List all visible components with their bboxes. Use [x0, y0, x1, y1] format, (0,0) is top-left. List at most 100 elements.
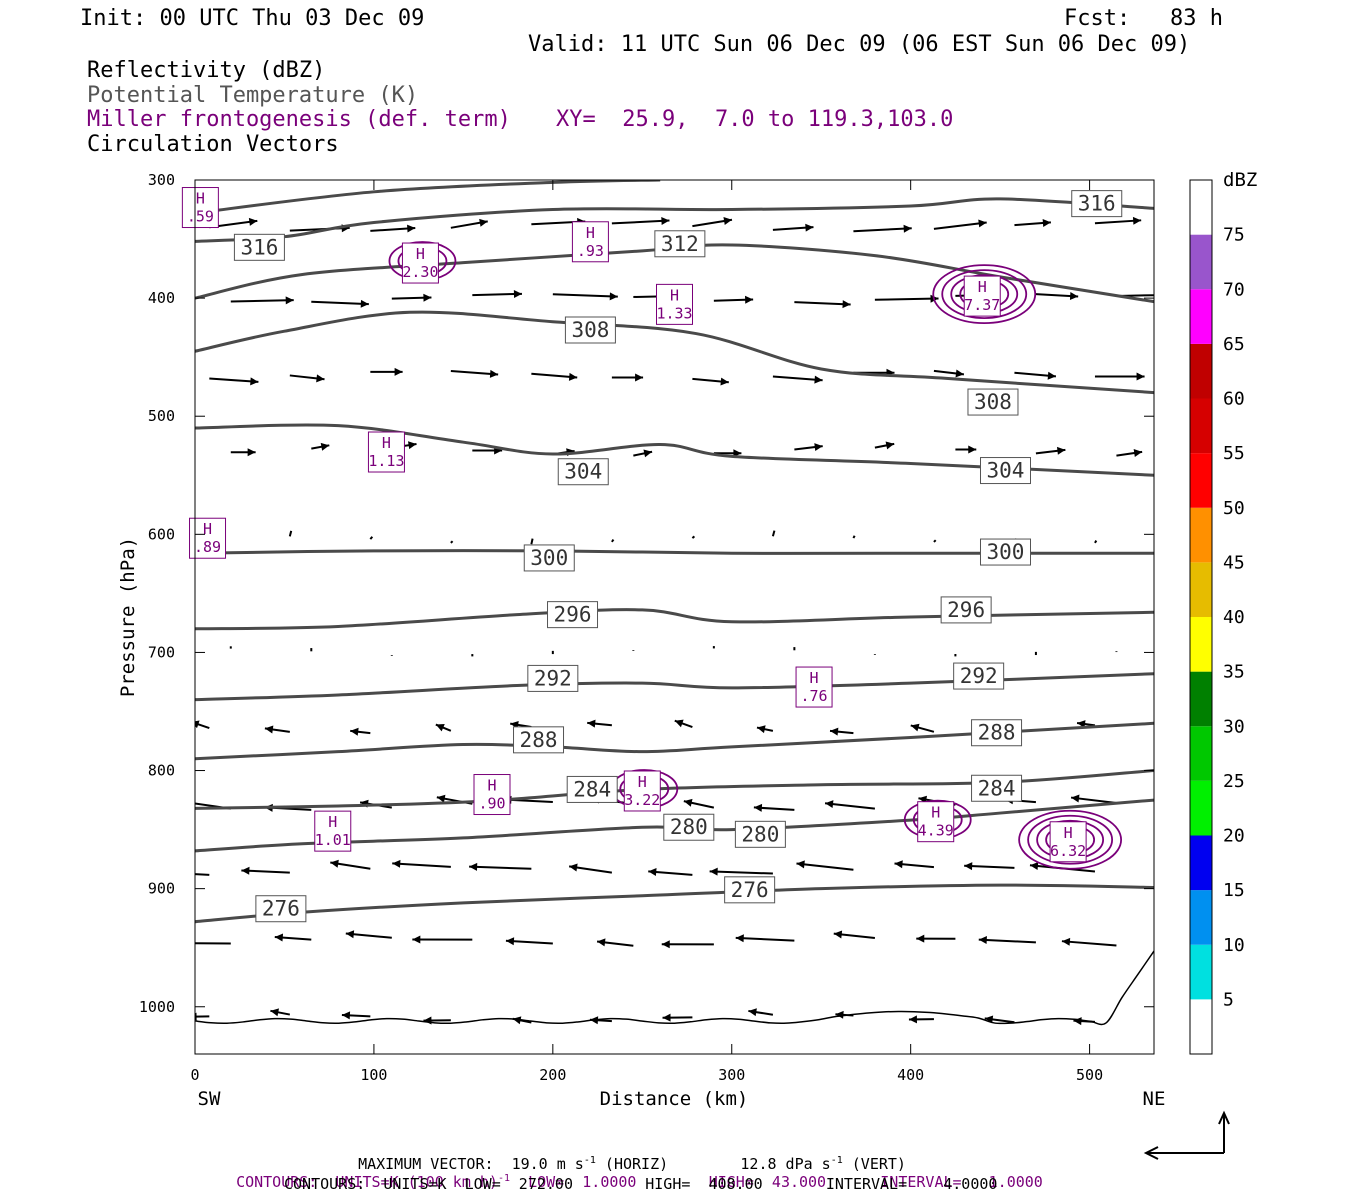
vector-shaft	[874, 297, 939, 301]
vector-key-icon	[1143, 1110, 1230, 1160]
theta-label-box	[971, 774, 1023, 802]
fg-label-value: 1.01	[315, 831, 351, 849]
colorbar-tick-label: 75	[1223, 225, 1245, 246]
circulation-vector	[964, 862, 1015, 871]
reflectivity-title: Reflectivity (dBZ)	[87, 58, 326, 83]
vector-shaft	[469, 865, 532, 870]
circulation-vector	[311, 299, 369, 308]
theta-label: 312	[654, 230, 706, 258]
vector-head	[195, 720, 200, 729]
vector-head	[842, 300, 851, 309]
vector-shaft	[933, 539, 937, 543]
vector-shaft	[1061, 940, 1117, 947]
vector-head	[479, 218, 488, 227]
circulation-vector	[674, 719, 693, 728]
vector-head	[825, 800, 834, 809]
theta-contour-296	[195, 608, 1154, 631]
circulation-vector	[662, 1013, 693, 1022]
frontogenesis-max-label: H4.39	[917, 801, 955, 843]
theta-label-text: 292	[534, 666, 572, 690]
vector-head	[597, 938, 606, 947]
theta-label: 284	[971, 774, 1023, 802]
y-tick-label: 400	[148, 289, 175, 307]
x-tick-label: 100	[360, 1066, 387, 1084]
circulation-vector	[412, 935, 473, 944]
frontogenesis-max-label: H.76	[795, 666, 833, 708]
colorbar-segment	[1190, 835, 1212, 891]
vector-head	[274, 933, 284, 942]
vector-head	[435, 723, 445, 732]
theta-label: 276	[724, 876, 776, 904]
max-vector-note: MAXIMUM VECTOR: 19.0 m s-1 (HORIZ) 12.8 …	[358, 1155, 906, 1173]
circulation-vector	[230, 296, 294, 305]
colorbar-segment	[1190, 398, 1212, 454]
fg-label-value: 4.39	[918, 822, 954, 840]
theta-label-box	[940, 596, 992, 624]
y-tick-label: 800	[148, 762, 175, 780]
circulation-vector	[587, 719, 612, 728]
vector-head	[1029, 862, 1039, 871]
vector-head	[316, 374, 325, 383]
vector-head	[661, 940, 670, 949]
theta-label-text: 300	[987, 540, 1025, 564]
vector-head	[720, 377, 729, 386]
vector-head	[735, 934, 744, 943]
vector-head	[1073, 1017, 1082, 1026]
colorbar-tick-label: 35	[1223, 662, 1245, 683]
theta-label-text: 288	[520, 728, 558, 752]
theta-label: 280	[663, 813, 715, 841]
vector-head	[505, 937, 515, 946]
vector-head	[833, 930, 843, 939]
fg-label-h: H	[670, 286, 679, 304]
theta-label-box	[523, 544, 575, 572]
circulation-vector	[692, 217, 733, 228]
fg-label-box	[1049, 821, 1087, 863]
frontogenesis-max-label: H.89	[189, 517, 227, 559]
vector-head	[248, 217, 258, 226]
circulation-vector	[531, 372, 578, 381]
theta-contour-308	[195, 310, 1154, 395]
theta-label-text: 300	[530, 546, 568, 570]
init-time: Init: 00 UTC Thu 03 Dec 09	[80, 6, 425, 31]
colorbar-segment	[1190, 234, 1212, 290]
theta-label: 316	[1071, 190, 1123, 218]
axes: 0 100 200 300 400 500 300 400 500 600 700 800 900 100…	[139, 171, 1154, 1084]
colorbar-tick-label: 50	[1223, 498, 1245, 519]
circulation-vector	[611, 373, 644, 382]
theta-label-text: 284	[978, 776, 1016, 800]
colorbar-segment	[1190, 507, 1212, 563]
y-tick-label: 900	[148, 880, 175, 898]
circulation-vector	[756, 725, 774, 734]
theta-label: 304	[557, 458, 609, 486]
vector-head	[512, 1016, 522, 1025]
theta-label: 284	[566, 775, 618, 803]
fg-label-value: 1.33	[656, 304, 692, 322]
theta-label-text: 304	[564, 460, 602, 484]
circulation-vector	[391, 293, 432, 302]
vector-head	[1136, 372, 1145, 381]
fg-label-value: 3.22	[624, 791, 660, 809]
vector-shaft	[311, 300, 369, 306]
frontogenesis-max-label: H1.13	[367, 431, 405, 473]
frontogenesis-title: Miller frontogenesis (def. term)	[87, 107, 511, 132]
theta-label-box	[734, 820, 786, 848]
vector-head	[968, 445, 977, 454]
fg-label-value: 2.30	[402, 263, 438, 281]
sw-label: SW	[198, 1088, 221, 1110]
frontogenesis-max-label: H1.33	[656, 283, 693, 325]
colorbar-segment	[1190, 780, 1212, 836]
fg-label-box	[401, 242, 439, 284]
vector-shaft	[852, 535, 856, 539]
fg-label-box	[181, 187, 219, 229]
theta-label-box	[566, 775, 618, 803]
theta-label: 288	[513, 726, 565, 754]
circulation-vector	[1035, 292, 1079, 301]
vector-head	[264, 725, 274, 734]
colorbar-segment	[1190, 671, 1212, 727]
vector-head	[648, 867, 657, 876]
vector-head	[330, 859, 339, 868]
vector-shaft	[195, 722, 210, 730]
circulation-vector	[241, 866, 290, 875]
circulation-vector	[1035, 446, 1066, 455]
